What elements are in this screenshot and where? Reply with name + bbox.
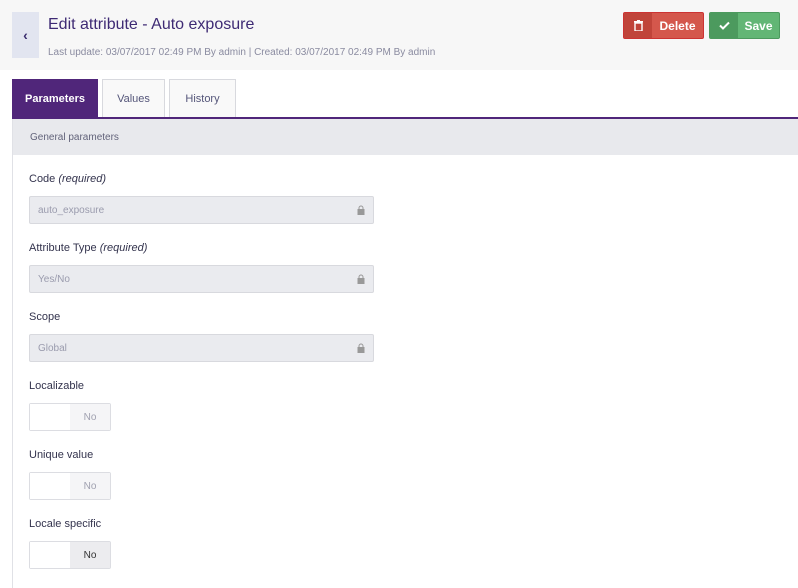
tab-parameters[interactable]: Parameters (12, 79, 98, 118)
page-title: Edit attribute - Auto exposure (48, 16, 255, 33)
attribute-type-input[interactable]: Yes/No (29, 265, 374, 293)
back-button[interactable]: ‹ (12, 12, 39, 58)
page-header: ‹ Edit attribute - Auto exposure Last up… (0, 0, 798, 70)
scope-input[interactable]: Global (29, 334, 374, 362)
lock-icon (357, 274, 365, 284)
attribute-type-label: Attribute Type (required) (29, 242, 148, 254)
lock-icon (357, 343, 365, 353)
delete-button[interactable]: Delete (623, 12, 704, 39)
check-icon (710, 13, 738, 38)
lock-icon (357, 205, 365, 215)
update-meta: Last update: 03/07/2017 02:49 PM By admi… (48, 47, 436, 58)
locale-specific-toggle[interactable]: No (29, 541, 111, 569)
tab-underline (12, 117, 798, 119)
unique-value-label: Unique value (29, 449, 94, 461)
unique-value-toggle[interactable]: No (29, 472, 111, 500)
tab-values[interactable]: Values (102, 79, 165, 118)
scope-label: Scope (29, 311, 61, 323)
localizable-toggle[interactable]: No (29, 403, 111, 431)
section-header: General parameters (13, 119, 798, 155)
localizable-label: Localizable (29, 380, 85, 392)
code-input[interactable]: auto_exposure (29, 196, 374, 224)
chevron-left-icon: ‹ (23, 27, 28, 43)
locale-specific-label: Locale specific (29, 518, 102, 530)
save-button[interactable]: Save (709, 12, 780, 39)
tab-history[interactable]: History (169, 79, 236, 118)
parameters-panel: General parameters (12, 119, 798, 588)
code-label: Code (required) (29, 173, 107, 185)
trash-icon (624, 13, 652, 38)
